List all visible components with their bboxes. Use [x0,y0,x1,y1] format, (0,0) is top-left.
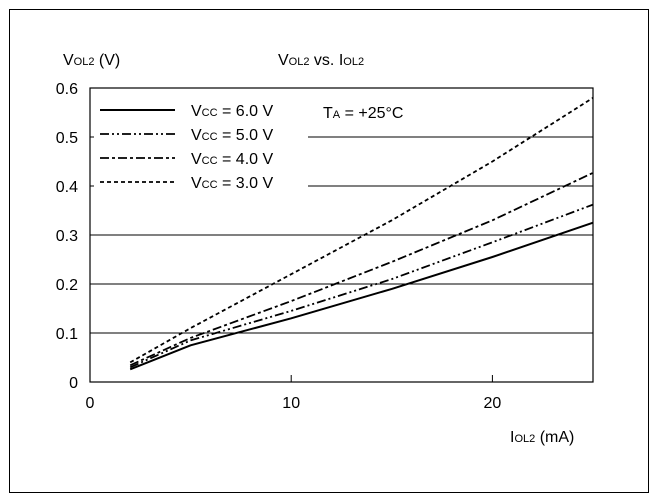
temperature-annotation: TA = +25°C [323,105,403,122]
x-tick-label: 0 [86,395,95,412]
y-tick-label: 0.6 [56,81,78,98]
y-tick-label: 0.3 [56,228,78,245]
series-line [129,97,594,364]
series-line [129,221,594,371]
chart-title: VOL2 vs. IOL2 [278,52,364,69]
y-tick-label: 0.2 [56,277,78,294]
y-tick-label: 0.5 [56,130,78,147]
legend: VCC = 6.0 V VCC = 5.0 V VCC = 4.0 V VCC = 3… [100,103,273,192]
y-tick-label: 0 [69,375,78,392]
plot-axes [89,87,594,383]
legend-label: VCC = 5.0 V [191,127,273,144]
y-axis-label: VOL2 (V) [63,52,120,69]
x-tick-label: 10 [282,395,300,412]
y-tick-label: 0.1 [56,326,78,343]
y-ticks: 0 0.1 0.2 0.3 0.4 0.5 0.6 [56,81,78,392]
series-line [129,203,594,369]
legend-label: VCC = 3.0 V [191,175,273,192]
plot-border [89,87,594,383]
annotation-background [318,98,436,126]
x-ticks: 0 10 20 [86,375,502,412]
legend-label: VCC = 6.0 V [191,103,273,120]
x-tick-label: 20 [484,395,502,412]
legend-background [94,93,308,203]
legend-label: VCC = 4.0 V [191,151,273,168]
y-tick-label: 0.4 [56,179,78,196]
series-line [129,171,594,367]
series-lines [129,97,594,371]
chart-frame [9,9,649,493]
x-axis-label: IOL2 (mA) [510,429,574,446]
